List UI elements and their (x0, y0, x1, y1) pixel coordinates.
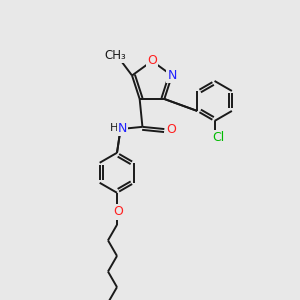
Text: H: H (110, 123, 119, 133)
Text: N: N (118, 122, 127, 134)
Text: Cl: Cl (212, 131, 225, 145)
Text: O: O (147, 55, 157, 68)
Text: O: O (167, 122, 176, 136)
Text: CH₃: CH₃ (105, 49, 127, 62)
Text: O: O (113, 205, 123, 218)
Text: N: N (167, 69, 177, 82)
